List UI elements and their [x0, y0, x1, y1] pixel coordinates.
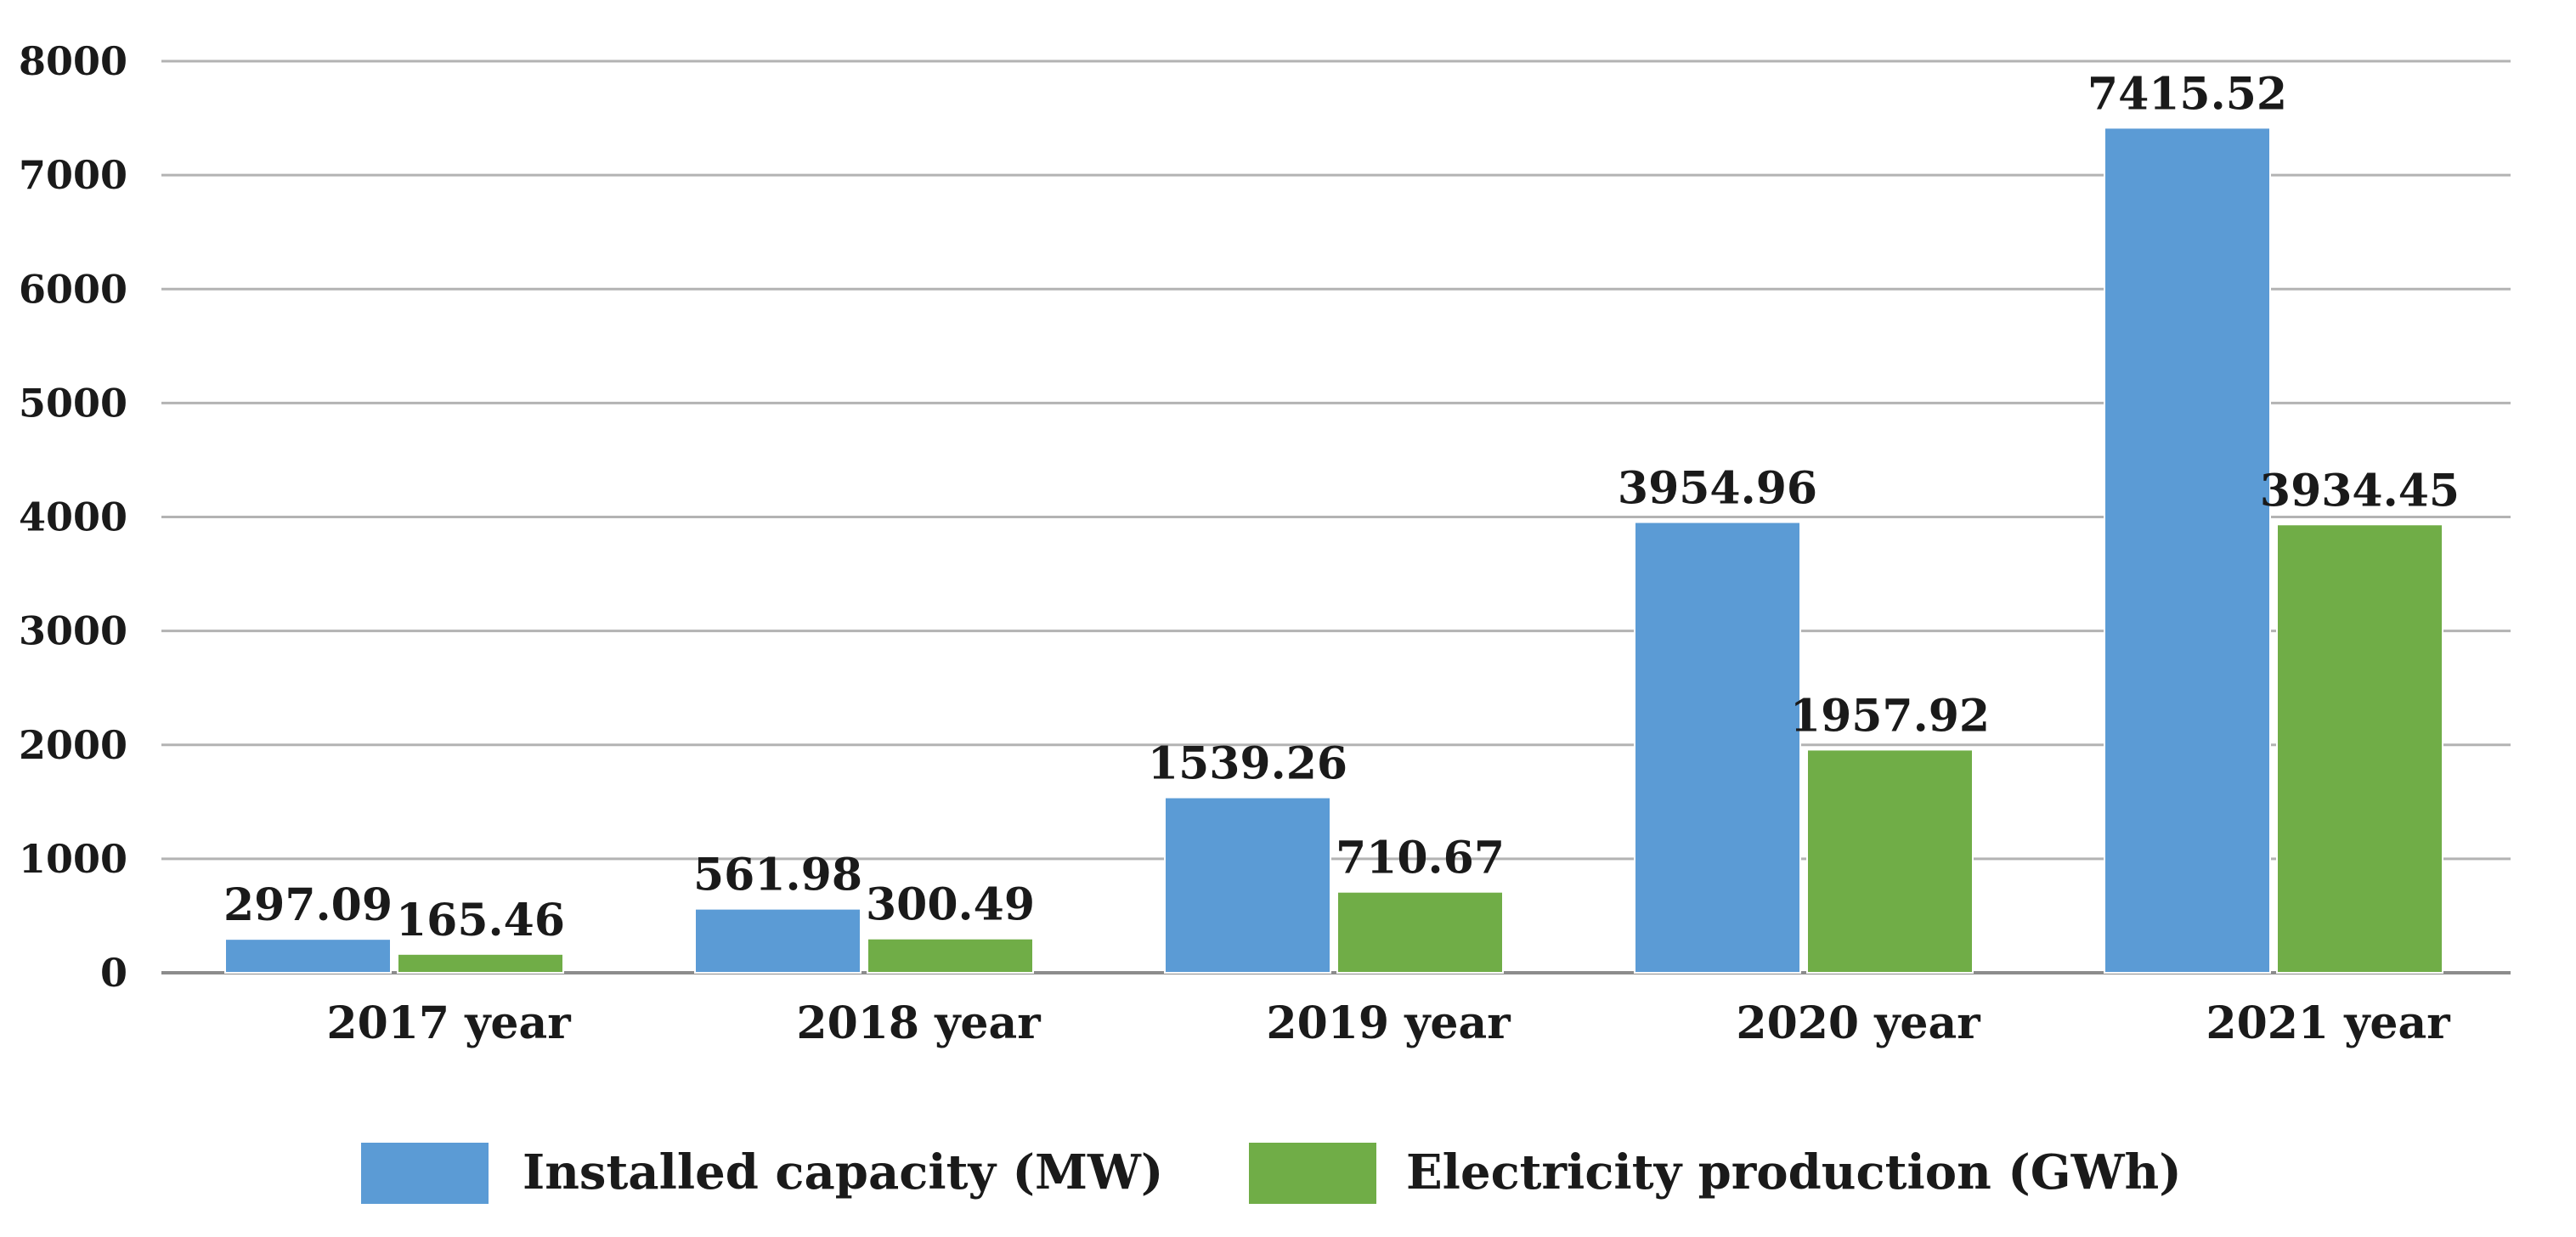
x-tick-label: 2018 year	[796, 997, 1041, 1049]
y-tick-label: 7000	[19, 152, 127, 198]
data-label: 300.49	[866, 879, 1035, 931]
x-tick-label: 2017 year	[326, 997, 571, 1049]
x-tick-label: 2020 year	[1736, 997, 1980, 1049]
bar-electricity-production-4	[2276, 523, 2443, 974]
data-label: 1957.92	[1790, 690, 1990, 742]
y-tick-label: 1000	[19, 836, 127, 882]
data-label: 3934.45	[2260, 465, 2460, 517]
bar-installed-capacity-0	[224, 938, 392, 974]
data-label: 1539.26	[1148, 738, 1347, 790]
x-axis-ticks: 2017 year 2018 year 2019 year 2020 year 2021…	[326, 997, 2450, 1049]
bar-installed-capacity-4	[2104, 127, 2271, 974]
data-label: 7415.52	[2087, 68, 2287, 120]
y-tick-label: 6000	[19, 266, 127, 312]
legend-swatch-installed-capacity	[361, 1143, 489, 1204]
y-tick-label: 4000	[19, 494, 127, 540]
legend-swatch-electricity-production	[1249, 1143, 1376, 1204]
y-tick-label: 3000	[19, 608, 127, 654]
x-tick-label: 2021 year	[2206, 997, 2450, 1049]
data-label: 561.98	[693, 850, 862, 901]
y-tick-label: 8000	[19, 38, 127, 84]
bar-installed-capacity-3	[1634, 521, 1801, 974]
bar-electricity-production-3	[1806, 748, 1974, 974]
data-label: 3954.96	[1618, 463, 1817, 515]
y-tick-label: 2000	[19, 722, 127, 768]
y-tick-label: 5000	[19, 380, 127, 426]
y-axis-ticks: 0 1000 2000 3000 4000 5000 6000 7000 8000	[19, 38, 127, 996]
bar-installed-capacity-2	[1164, 796, 1331, 974]
bars	[224, 127, 2443, 974]
legend: Installed capacity (MW) Electricity produ…	[361, 1143, 2182, 1204]
x-tick-label: 2019 year	[1266, 997, 1511, 1049]
bar-installed-capacity-1	[694, 907, 861, 974]
bar-electricity-production-0	[397, 952, 564, 974]
y-tick-label: 0	[100, 950, 127, 996]
legend-label-electricity-production: Electricity production (GWh)	[1406, 1144, 2182, 1200]
bar-electricity-production-2	[1336, 890, 1504, 974]
data-label: 710.67	[1336, 833, 1505, 884]
bar-electricity-production-1	[867, 937, 1034, 974]
data-label: 165.46	[396, 895, 565, 946]
legend-label-installed-capacity: Installed capacity (MW)	[523, 1144, 1163, 1200]
data-label: 297.09	[223, 879, 393, 931]
